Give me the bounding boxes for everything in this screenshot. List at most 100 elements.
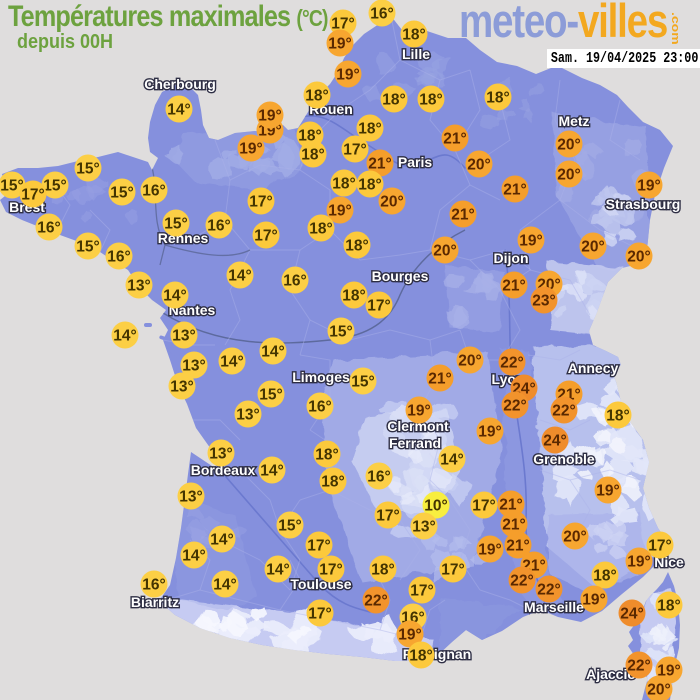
svg-text:19°: 19° <box>328 35 351 52</box>
svg-text:22°: 22° <box>510 572 533 589</box>
svg-text:21°: 21° <box>368 155 391 172</box>
svg-text:18°: 18° <box>409 647 432 664</box>
svg-text:16°: 16° <box>207 217 230 234</box>
svg-text:19°: 19° <box>328 202 351 219</box>
svg-text:15°: 15° <box>164 215 187 232</box>
svg-text:Lille: Lille <box>402 46 430 62</box>
svg-text:Grenoble: Grenoble <box>533 451 595 467</box>
svg-text:19°: 19° <box>519 232 542 249</box>
svg-text:22°: 22° <box>627 657 650 674</box>
svg-text:13°: 13° <box>236 406 259 423</box>
svg-text:13°: 13° <box>179 488 202 505</box>
svg-text:18°: 18° <box>419 91 442 108</box>
svg-text:19°: 19° <box>258 107 281 124</box>
svg-text:19°: 19° <box>336 66 359 83</box>
svg-text:Annecy: Annecy <box>568 360 619 376</box>
svg-text:15°: 15° <box>110 184 133 201</box>
svg-text:16°: 16° <box>37 219 60 236</box>
svg-text:17°: 17° <box>648 537 671 554</box>
svg-text:18°: 18° <box>321 473 344 490</box>
svg-text:20°: 20° <box>380 193 403 210</box>
svg-text:Ajaccio: Ajaccio <box>586 666 636 682</box>
svg-text:20°: 20° <box>647 681 670 698</box>
svg-text:18°: 18° <box>345 237 368 254</box>
svg-text:13°: 13° <box>127 277 150 294</box>
svg-text:15°: 15° <box>351 373 374 390</box>
svg-text:21°: 21° <box>506 537 529 554</box>
svg-text:17°: 17° <box>249 193 272 210</box>
svg-text:15°: 15° <box>76 160 99 177</box>
svg-text:17°: 17° <box>21 186 44 203</box>
svg-text:Marseille: Marseille <box>524 599 584 615</box>
svg-text:20°: 20° <box>627 248 650 265</box>
svg-text:22°: 22° <box>364 592 387 609</box>
svg-text:Toulouse: Toulouse <box>290 576 351 592</box>
svg-text:14°: 14° <box>228 267 251 284</box>
svg-text:21°: 21° <box>502 277 525 294</box>
svg-text:14°: 14° <box>266 561 289 578</box>
svg-text:Ferrand: Ferrand <box>389 435 441 451</box>
svg-text:13°: 13° <box>412 518 435 535</box>
svg-text:17°: 17° <box>308 605 331 622</box>
svg-text:15°: 15° <box>329 323 352 340</box>
svg-text:19°: 19° <box>478 423 501 440</box>
svg-text:15°: 15° <box>278 517 301 534</box>
svg-text:14°: 14° <box>113 327 136 344</box>
svg-text:21°: 21° <box>428 370 451 387</box>
svg-text:14°: 14° <box>261 343 284 360</box>
svg-text:24°: 24° <box>543 432 566 449</box>
svg-text:18°: 18° <box>382 91 405 108</box>
svg-text:20°: 20° <box>433 242 456 259</box>
svg-text:15°: 15° <box>43 177 66 194</box>
svg-text:13°: 13° <box>209 445 232 462</box>
svg-text:20°: 20° <box>467 156 490 173</box>
svg-text:Dijon: Dijon <box>494 250 529 266</box>
svg-text:21°: 21° <box>443 130 466 147</box>
svg-text:21°: 21° <box>503 181 526 198</box>
svg-text:20°: 20° <box>563 528 586 545</box>
svg-text:17°: 17° <box>331 15 354 32</box>
svg-text:17°: 17° <box>307 537 330 554</box>
svg-text:19°: 19° <box>627 553 650 570</box>
svg-text:18°: 18° <box>606 407 629 424</box>
svg-text:18°: 18° <box>298 127 321 144</box>
svg-text:18°: 18° <box>358 120 381 137</box>
svg-text:14°: 14° <box>210 531 233 548</box>
svg-text:19°: 19° <box>596 482 619 499</box>
svg-text:19°: 19° <box>398 626 421 643</box>
svg-text:20°: 20° <box>557 136 580 153</box>
svg-text:19°: 19° <box>478 541 501 558</box>
svg-text:14°: 14° <box>220 353 243 370</box>
svg-text:13°: 13° <box>170 378 193 395</box>
svg-text:17°: 17° <box>472 497 495 514</box>
svg-text:13°: 13° <box>182 357 205 374</box>
svg-text:Strasbourg: Strasbourg <box>606 196 681 212</box>
svg-text:Clermont: Clermont <box>387 418 449 434</box>
svg-text:21°: 21° <box>502 516 525 533</box>
svg-text:20°: 20° <box>557 166 580 183</box>
svg-text:18°: 18° <box>332 175 355 192</box>
svg-text:17°: 17° <box>254 227 277 244</box>
svg-text:15°: 15° <box>0 177 23 194</box>
svg-text:14°: 14° <box>163 287 186 304</box>
svg-text:18°: 18° <box>402 26 425 43</box>
svg-text:18°: 18° <box>358 176 381 193</box>
svg-text:19°: 19° <box>582 591 605 608</box>
svg-text:14°: 14° <box>213 576 236 593</box>
svg-text:18°: 18° <box>371 561 394 578</box>
svg-text:18°: 18° <box>301 146 324 163</box>
svg-text:16°: 16° <box>142 576 165 593</box>
svg-text:Bourges: Bourges <box>372 268 429 284</box>
svg-text:20°: 20° <box>581 238 604 255</box>
svg-text:15°: 15° <box>259 386 282 403</box>
svg-text:14°: 14° <box>167 101 190 118</box>
svg-text:14°: 14° <box>182 547 205 564</box>
svg-text:18°: 18° <box>309 220 332 237</box>
svg-text:19°: 19° <box>657 662 680 679</box>
svg-text:16°: 16° <box>142 182 165 199</box>
svg-text:Cherbourg: Cherbourg <box>144 76 216 92</box>
svg-text:22°: 22° <box>503 397 526 414</box>
svg-text:10°: 10° <box>424 497 447 514</box>
svg-text:14°: 14° <box>440 451 463 468</box>
svg-text:18°: 18° <box>305 87 328 104</box>
